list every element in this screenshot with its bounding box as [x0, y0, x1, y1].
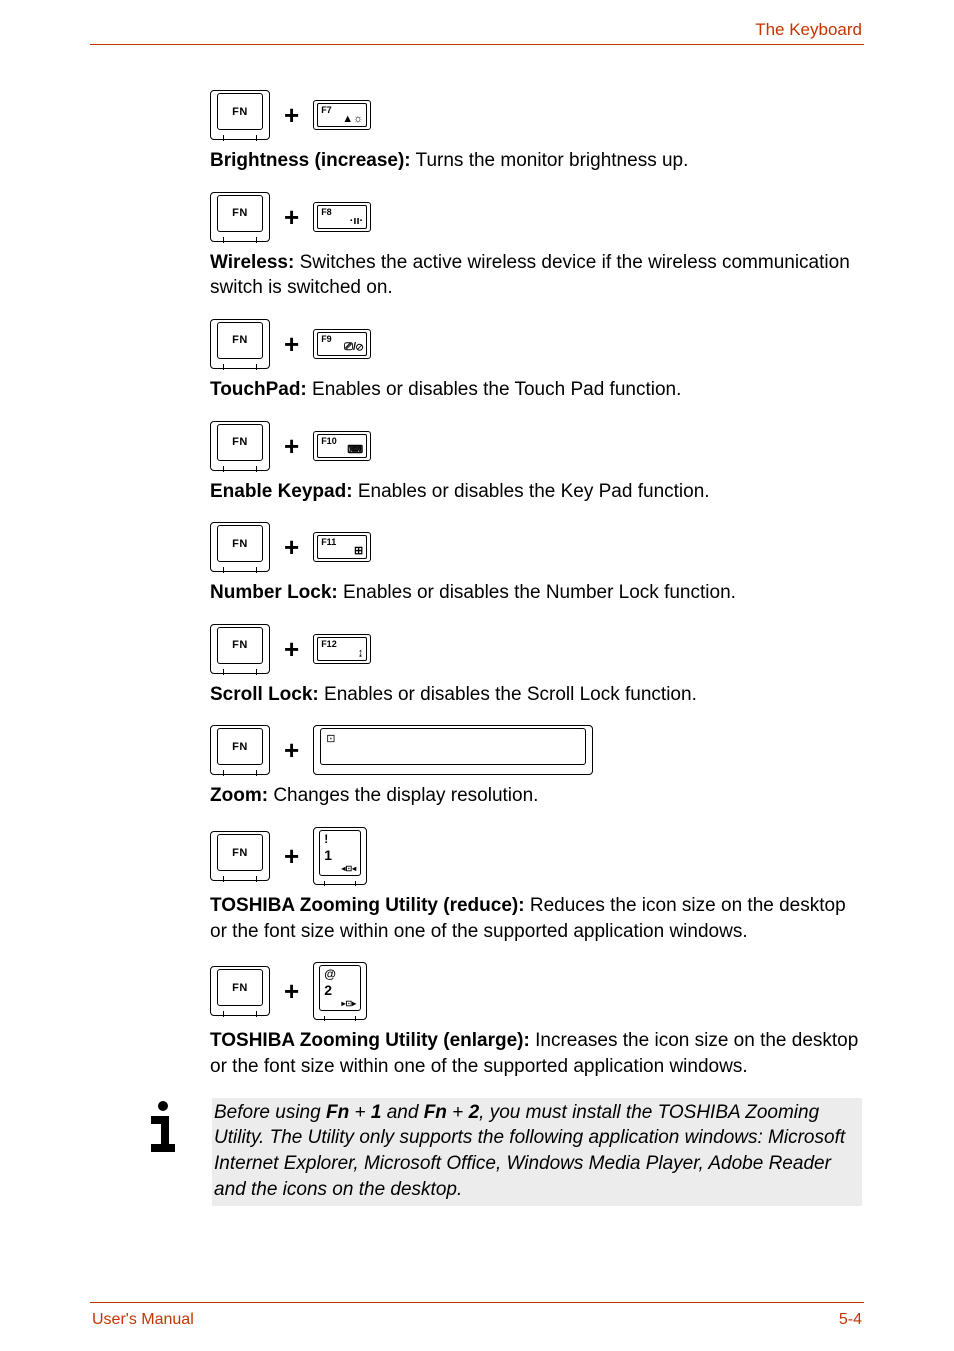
entry-touchpad: FN + F9⎚/⊘ TouchPad: Enables or disables… [210, 319, 862, 403]
note-block: Before using Fn + 1 and Fn + 2, you must… [210, 1098, 862, 1207]
entry-wireless: FN + F8·ıı· Wireless: Switches the activ… [210, 192, 862, 301]
keycombo: FN + F11⊞ [210, 522, 862, 572]
entry-enable-keypad: FN + F10⌨ Enable Keypad: Enables or disa… [210, 421, 862, 505]
fn-key-icon: FN [210, 725, 270, 775]
keycombo: FN + F10⌨ [210, 421, 862, 471]
header-title: The Keyboard [755, 20, 862, 40]
desc-text: Scroll Lock: Enables or disables the Scr… [210, 682, 862, 708]
footer-left: User's Manual [92, 1311, 194, 1329]
fn-key-icon: FN [210, 90, 270, 140]
f11-key-icon: F11⊞ [313, 532, 371, 562]
entry-brightness: FN + F7▲☼ Brightness (increase): Turns t… [210, 90, 862, 174]
header-rule [90, 44, 864, 45]
fn-key-icon: FN [210, 624, 270, 674]
footer-rule [90, 1302, 864, 1303]
f9-key-icon: F9⎚/⊘ [313, 329, 371, 359]
fn-key-icon: FN [210, 831, 270, 881]
keycombo: FN + F9⎚/⊘ [210, 319, 862, 369]
fn-key-icon: FN [210, 421, 270, 471]
plus-icon: + [284, 978, 299, 1004]
entry-scroll-lock: FN + F12↨ Scroll Lock: Enables or disabl… [210, 624, 862, 708]
plus-icon: + [284, 737, 299, 763]
f7-key-icon: F7▲☼ [313, 100, 371, 130]
entry-number-lock: FN + F11⊞ Number Lock: Enables or disabl… [210, 522, 862, 606]
plus-icon: + [284, 433, 299, 459]
footer-right: 5-4 [839, 1311, 862, 1329]
desc-text: TOSHIBA Zooming Utility (reduce): Reduce… [210, 893, 862, 944]
keycombo: FN + F7▲☼ [210, 90, 862, 140]
keycombo: FN + F8·ıı· [210, 192, 862, 242]
plus-icon: + [284, 102, 299, 128]
keycombo: FN + ⊡ [210, 725, 862, 775]
desc-text: Number Lock: Enables or disables the Num… [210, 580, 862, 606]
keycombo: FN + ! 1 ◂⊡◂ [210, 827, 862, 885]
desc-text: TOSHIBA Zooming Utility (enlarge): Incre… [210, 1028, 862, 1079]
entry-zoom: FN + ⊡ Zoom: Changes the display resolut… [210, 725, 862, 809]
two-key-icon: @ 2 ▸⊡▸ [313, 962, 367, 1020]
fn-key-icon: FN [210, 966, 270, 1016]
f12-key-icon: F12↨ [313, 634, 371, 664]
desc-text: Zoom: Changes the display resolution. [210, 783, 862, 809]
keycombo: FN + @ 2 ▸⊡▸ [210, 962, 862, 1020]
desc-text: TouchPad: Enables or disables the Touch … [210, 377, 862, 403]
plus-icon: + [284, 843, 299, 869]
note-text: Before using Fn + 1 and Fn + 2, you must… [212, 1098, 862, 1207]
plus-icon: + [284, 204, 299, 230]
entry-zoom-enlarge: FN + @ 2 ▸⊡▸ TOSHIBA Zooming Utility (en… [210, 962, 862, 1079]
desc-text: Brightness (increase): Turns the monitor… [210, 148, 862, 174]
keycombo: FN + F12↨ [210, 624, 862, 674]
content-body: FN + F7▲☼ Brightness (increase): Turns t… [210, 90, 862, 1206]
plus-icon: + [284, 331, 299, 357]
plus-icon: + [284, 636, 299, 662]
info-icon [132, 1098, 194, 1154]
f8-key-icon: F8·ıı· [313, 202, 371, 232]
fn-key-icon: FN [210, 319, 270, 369]
entry-zoom-reduce: FN + ! 1 ◂⊡◂ TOSHIBA Zooming Utility (re… [210, 827, 862, 944]
one-key-icon: ! 1 ◂⊡◂ [313, 827, 367, 885]
plus-icon: + [284, 534, 299, 560]
spacebar-key-icon: ⊡ [313, 725, 593, 775]
fn-key-icon: FN [210, 522, 270, 572]
fn-key-icon: FN [210, 192, 270, 242]
desc-text: Wireless: Switches the active wireless d… [210, 250, 862, 301]
desc-text: Enable Keypad: Enables or disables the K… [210, 479, 862, 505]
f10-key-icon: F10⌨ [313, 431, 371, 461]
